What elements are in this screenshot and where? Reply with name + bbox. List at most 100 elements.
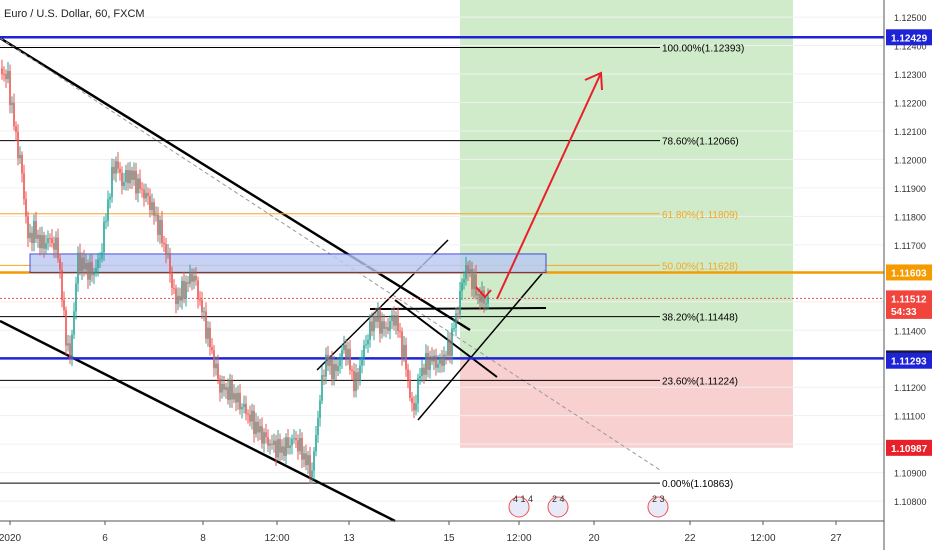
candle-body bbox=[27, 216, 29, 239]
candle-body bbox=[209, 327, 211, 348]
price-tick-label: 1.12400 bbox=[894, 42, 927, 52]
candle-body bbox=[475, 274, 477, 296]
candle-body bbox=[357, 372, 359, 381]
candle-body bbox=[305, 453, 307, 466]
wedge-diagonal-line[interactable] bbox=[394, 299, 498, 378]
candle-body bbox=[443, 354, 445, 366]
candle-body bbox=[375, 316, 377, 322]
candle-body bbox=[277, 439, 279, 458]
candle-body bbox=[17, 131, 19, 159]
event-marker-label: 2 4 bbox=[552, 494, 565, 504]
candle-body bbox=[129, 170, 131, 184]
candle-body bbox=[109, 196, 111, 200]
candle-body bbox=[83, 257, 85, 270]
candle-body bbox=[255, 421, 257, 434]
candle-body bbox=[29, 232, 31, 239]
candle-body bbox=[111, 166, 113, 197]
candle-body bbox=[313, 451, 315, 471]
event-marker-icon[interactable] bbox=[547, 496, 569, 518]
candle-body bbox=[441, 358, 443, 366]
candle-body bbox=[319, 400, 321, 418]
candle-body bbox=[115, 161, 117, 174]
candle-body bbox=[465, 265, 467, 280]
candle-body bbox=[269, 443, 271, 446]
candle-body bbox=[33, 220, 35, 244]
candle-body bbox=[181, 280, 183, 301]
candle-body bbox=[463, 279, 465, 283]
candle-body bbox=[335, 363, 337, 371]
event-marker-icon[interactable] bbox=[508, 496, 530, 518]
candle-body bbox=[361, 357, 363, 366]
candle-body bbox=[35, 220, 37, 239]
candle-body bbox=[377, 310, 379, 322]
fib-level-label: 0.00%(1.10863) bbox=[662, 479, 733, 490]
candle-body bbox=[25, 199, 27, 217]
price-badge-label: 1.11512 bbox=[891, 294, 927, 305]
time-tick-label: 20 bbox=[588, 533, 600, 544]
time-tick-label: 15 bbox=[443, 533, 455, 544]
candle-body bbox=[293, 438, 295, 440]
candle-body bbox=[169, 253, 171, 274]
time-tick-label: 6 bbox=[102, 533, 108, 544]
time-tick-label: 12:00 bbox=[506, 533, 531, 544]
candle-body bbox=[31, 232, 33, 244]
candle-body bbox=[79, 252, 81, 272]
candle-body bbox=[371, 321, 373, 332]
price-badge bbox=[886, 264, 932, 281]
small-red-arrow[interactable] bbox=[475, 286, 492, 299]
candle-body bbox=[43, 235, 45, 249]
candle-body bbox=[275, 440, 277, 458]
channel-upper-line[interactable] bbox=[0, 36, 471, 332]
candle-body bbox=[359, 365, 361, 381]
price-tick-label: 1.12500 bbox=[894, 13, 927, 23]
projection-arrow-head[interactable] bbox=[584, 71, 603, 91]
candle-body bbox=[145, 192, 147, 199]
candle-body bbox=[65, 310, 67, 346]
wedge-line-right[interactable] bbox=[417, 269, 546, 421]
candle-body bbox=[221, 384, 223, 393]
candle-body bbox=[387, 327, 389, 331]
event-marker-label: 2 3 bbox=[652, 494, 665, 504]
candle-body bbox=[487, 296, 489, 304]
candle-body bbox=[447, 339, 449, 356]
candle-body bbox=[287, 437, 289, 448]
candle-body bbox=[163, 242, 165, 244]
candle-body bbox=[59, 258, 61, 270]
candle-body bbox=[271, 443, 273, 445]
candle-body bbox=[69, 343, 71, 358]
time-tick-label: 13 bbox=[343, 533, 355, 544]
candle-body bbox=[147, 192, 149, 197]
candle-body bbox=[155, 214, 157, 216]
candle-body bbox=[75, 283, 77, 312]
candle-body bbox=[49, 238, 51, 240]
candle-body bbox=[349, 348, 351, 370]
candle-body bbox=[189, 273, 191, 284]
candle-body bbox=[207, 327, 209, 339]
candle-body bbox=[5, 74, 7, 80]
candle-body bbox=[367, 339, 369, 345]
time-tick-label: 12:00 bbox=[264, 533, 289, 544]
candle-body bbox=[125, 170, 127, 182]
candle-body bbox=[149, 196, 151, 210]
candle-body bbox=[345, 344, 347, 358]
resistance-rectangle[interactable] bbox=[29, 253, 547, 273]
candle-body bbox=[233, 393, 235, 400]
candle-body bbox=[481, 290, 483, 303]
candle-body bbox=[329, 359, 331, 366]
time-tick-label: 22 bbox=[684, 533, 696, 544]
candle-body bbox=[201, 299, 203, 313]
price-badge-label: 54:33 bbox=[891, 307, 917, 318]
candle-body bbox=[63, 299, 65, 311]
candle-body bbox=[213, 350, 215, 369]
candle-body bbox=[137, 178, 139, 194]
candle-body bbox=[311, 470, 313, 478]
candle-body bbox=[19, 154, 21, 159]
price-badge bbox=[886, 352, 932, 369]
candle-body bbox=[171, 273, 173, 288]
projection-arrow-line[interactable] bbox=[496, 72, 602, 300]
candle-body bbox=[297, 440, 299, 452]
event-marker-icon[interactable] bbox=[647, 496, 669, 518]
price-tick-label: 1.10800 bbox=[894, 497, 927, 507]
